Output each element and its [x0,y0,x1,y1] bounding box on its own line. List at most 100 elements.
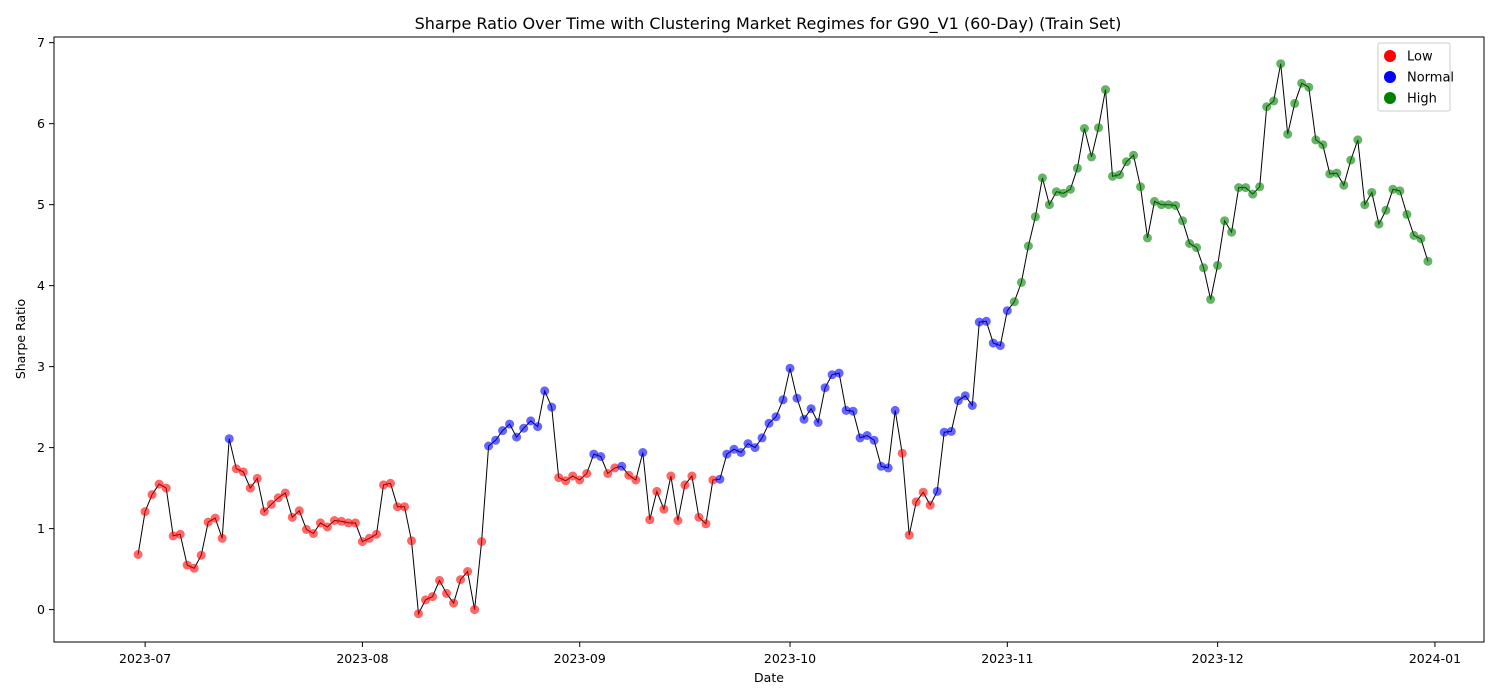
data-point [1416,234,1426,244]
data-point [266,499,276,509]
data-point [1360,200,1370,210]
data-point [1206,294,1216,304]
data-point [414,609,423,619]
data-point [1276,59,1286,69]
data-point [161,483,171,493]
data-point [196,550,206,560]
data-point [701,519,711,529]
data-point [498,426,508,436]
data-point [813,418,823,427]
data-point [890,405,900,415]
data-point [1409,230,1419,240]
data-point [1374,219,1384,229]
data-point [946,426,956,436]
data-point [869,435,879,445]
data-point [1423,256,1433,266]
data-point [428,592,437,602]
data-point [491,435,501,445]
data-point [547,402,557,412]
data-point [1136,182,1145,192]
data-point [736,448,746,457]
data-point [1395,186,1405,196]
y-axis: 0 1 2 3 4 5 6 7 [37,35,54,617]
data-point [217,533,227,543]
x-tick-label: 2023-10 [764,651,816,666]
data-point [273,493,283,503]
x-tick-label: 2023-12 [1192,651,1244,666]
data-point [974,317,984,327]
x-tick-label: 2023-08 [336,651,388,666]
data-point [1122,157,1131,167]
data-point [1150,196,1159,206]
data-point [1129,150,1138,160]
data-point [1101,85,1110,95]
data-point [932,486,942,496]
data-point [1234,183,1244,193]
data-point [435,575,444,585]
data-point [477,537,487,547]
data-point [133,550,143,559]
legend-label-low: Low [1407,50,1433,65]
data-point [652,486,662,496]
data-point [259,507,269,517]
y-tick-label: 1 [37,521,45,536]
legend-box [1377,42,1451,112]
legend-label-high: High [1407,92,1437,107]
data-point [1304,82,1314,92]
data-point [617,461,627,471]
data-point [280,488,290,498]
data-point [827,370,837,380]
data-point [1171,201,1181,210]
data-point [694,512,704,522]
data-point [1269,96,1279,106]
data-point [322,522,332,532]
data-point [638,448,648,457]
data-point [364,533,374,543]
data-point [175,529,185,539]
data-point [610,463,620,473]
data-point [967,401,977,410]
data-point [939,427,949,437]
data-point [1030,212,1040,222]
data-point [1072,163,1082,173]
data-point [308,529,318,538]
data-point [449,598,459,608]
data-point [1339,180,1349,190]
data-point [407,536,416,546]
data-point [771,412,781,422]
data-point [1044,200,1054,210]
data-point [329,516,339,525]
data-point [750,443,760,453]
data-point [792,393,802,403]
x-tick-label: 2023-09 [554,651,606,666]
data-point [596,452,606,461]
data-point [505,419,515,429]
data-point [673,516,683,525]
data-point [1178,216,1188,226]
data-point [841,405,851,415]
data-point [540,386,550,396]
data-point [400,502,409,512]
data-point [1388,184,1398,194]
data-point [147,490,157,500]
data-point [379,480,388,490]
data-point [554,473,564,483]
data-point [568,471,578,481]
data-point [1037,173,1047,183]
data-point [680,480,690,490]
data-point [484,441,494,451]
data-point [1115,170,1124,180]
data-point [589,449,599,459]
data-point [1108,171,1117,181]
data-point [897,448,907,458]
data-point [757,433,767,443]
legend-label-normal: Normal [1407,71,1454,86]
data-point [785,363,795,373]
data-point [925,500,935,510]
data-point [189,563,199,573]
data-point [918,487,928,497]
x-tick-label: 2024-01 [1409,651,1461,666]
data-point [1087,152,1096,162]
data-point [708,475,718,485]
data-point [1262,102,1272,112]
